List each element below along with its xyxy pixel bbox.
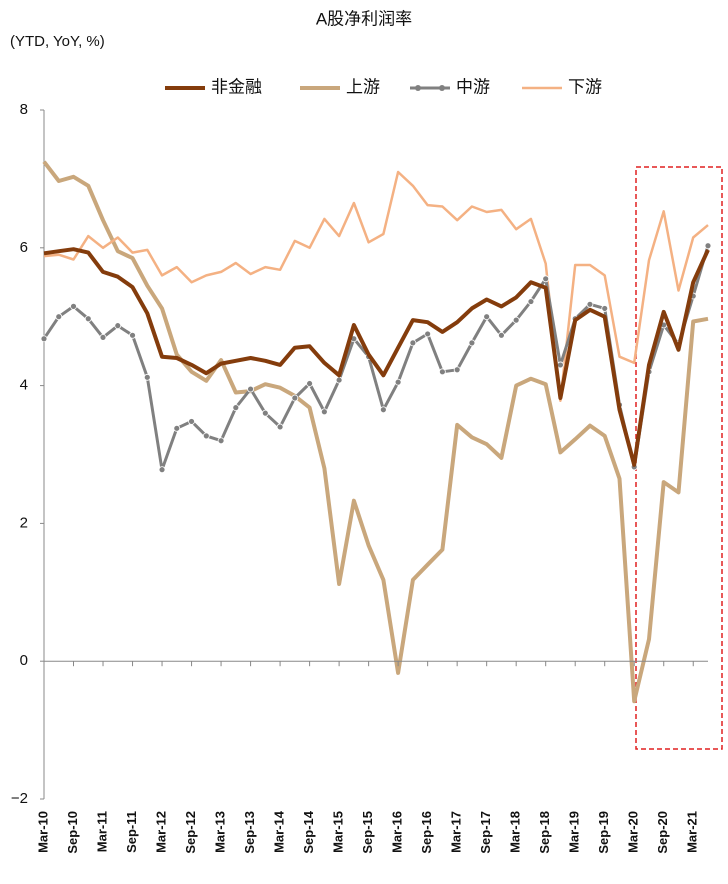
y-tick-label: 0 — [20, 652, 28, 669]
point — [70, 302, 77, 310]
x-tick-label: Sep-20 — [655, 811, 670, 854]
x-tick-label: Sep-18 — [537, 811, 552, 854]
point — [379, 406, 387, 414]
series-line — [42, 245, 710, 472]
x-tick-label: Mar-18 — [508, 811, 523, 853]
y-tick-label: −2 — [11, 790, 28, 807]
x-tick-label: Sep-14 — [301, 810, 316, 853]
point — [542, 275, 550, 283]
point — [306, 380, 314, 387]
point — [394, 378, 402, 386]
point — [586, 300, 594, 308]
point — [483, 313, 491, 321]
y-tick-label: 4 — [20, 377, 28, 394]
legend-label: 下游 — [568, 77, 602, 96]
series-line — [43, 247, 710, 467]
legend-marker — [439, 85, 445, 91]
point — [498, 331, 505, 339]
plot — [40, 160, 712, 704]
point — [55, 313, 63, 321]
x-tick-label: Mar-14 — [272, 810, 287, 853]
point — [512, 316, 520, 324]
point — [424, 330, 432, 338]
series-line — [43, 170, 709, 403]
point — [453, 366, 461, 374]
x-tick-label: Mar-15 — [331, 811, 346, 853]
x-tick-label: Mar-21 — [685, 811, 700, 853]
point — [129, 331, 136, 339]
point — [276, 423, 284, 431]
chart-title: A股净利润率 — [316, 9, 412, 28]
point — [99, 333, 107, 341]
point — [557, 361, 564, 369]
point — [202, 432, 210, 440]
series-line — [42, 160, 709, 704]
legend-marker — [415, 85, 421, 91]
point — [409, 339, 417, 347]
y-tick-label: 6 — [20, 239, 28, 256]
x-tick-label: Sep-10 — [65, 811, 80, 854]
point — [84, 315, 92, 323]
x-tick-label: Mar-11 — [94, 811, 109, 852]
x-tick-label: Mar-16 — [390, 811, 405, 853]
point — [217, 437, 225, 445]
point — [232, 404, 240, 412]
y-tick-label: 8 — [20, 101, 28, 118]
x-tick-label: Mar-13 — [213, 811, 228, 853]
x-tick-label: Mar-17 — [449, 811, 464, 853]
x-tick-label: Sep-12 — [183, 811, 198, 854]
x-tick-label: Sep-16 — [419, 811, 434, 854]
point — [601, 305, 609, 312]
point — [40, 335, 48, 343]
chart-subtitle: (YTD, YoY, %) — [10, 33, 105, 50]
legend-label: 中游 — [456, 77, 490, 96]
x-tick-label: Sep-15 — [360, 811, 375, 854]
point — [291, 394, 299, 402]
point — [320, 408, 328, 416]
point — [143, 373, 151, 381]
legend-label: 非金融 — [211, 77, 262, 96]
point — [704, 242, 712, 250]
legend: 非金融 上游 中游 下游 — [165, 77, 602, 96]
point — [158, 466, 166, 474]
point — [438, 368, 446, 376]
x-tick-label: Sep-17 — [478, 811, 493, 854]
x-tick-label: Mar-20 — [626, 811, 641, 853]
point — [188, 418, 195, 425]
x-tick-label: Mar-10 — [35, 811, 50, 853]
point — [335, 376, 343, 384]
point — [173, 424, 181, 432]
point — [247, 385, 254, 393]
point — [468, 339, 476, 347]
legend-label: 上游 — [346, 77, 380, 96]
y-tick-label: 2 — [20, 514, 28, 531]
x-tick-label: Mar-12 — [153, 811, 168, 853]
point — [114, 322, 122, 330]
x-tick-label: Sep-11 — [124, 811, 139, 853]
point — [261, 409, 269, 417]
x-tick-label: Sep-19 — [596, 811, 611, 854]
x-tick-label: Sep-13 — [242, 811, 257, 854]
x-tick-label: Mar-19 — [567, 811, 582, 853]
point — [527, 298, 535, 305]
